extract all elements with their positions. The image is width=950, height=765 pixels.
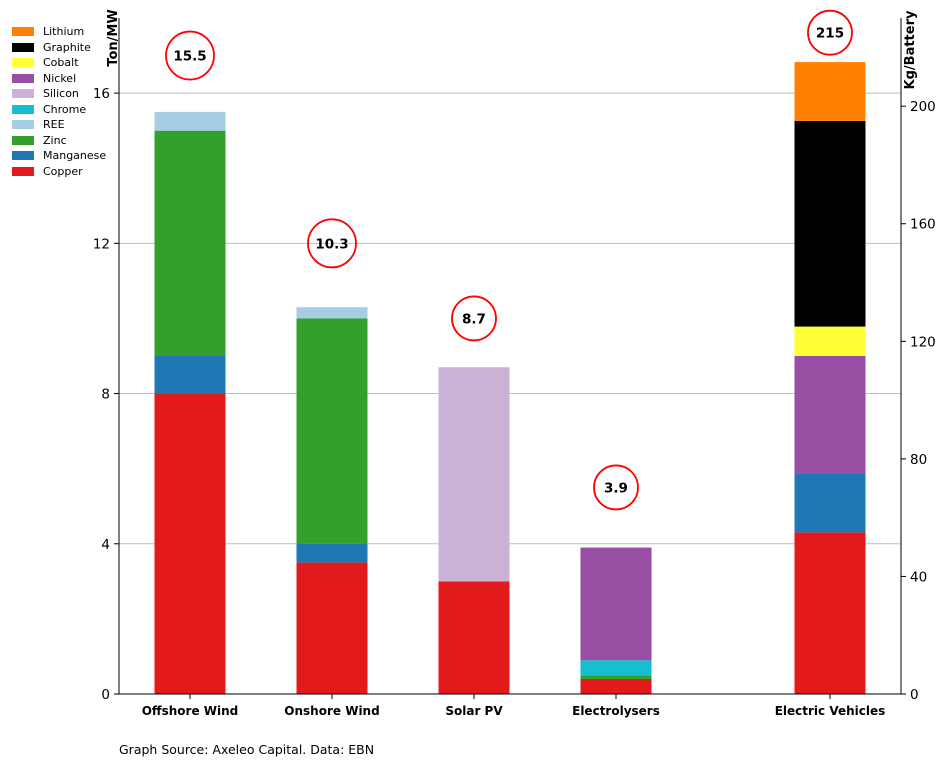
right-tick-label: 200 bbox=[910, 99, 936, 115]
legend-label: Manganese bbox=[43, 149, 107, 163]
bar-segment-manganese bbox=[296, 543, 368, 563]
legend-item: REE bbox=[8, 117, 106, 133]
legend-label: Chrome bbox=[43, 102, 87, 116]
bar-segment-copper bbox=[794, 532, 866, 694]
source-note: Graph Source: Axeleo Capital. Data: EBN bbox=[119, 742, 375, 757]
bar-segment-copper bbox=[580, 678, 652, 694]
legend-label: Graphite bbox=[43, 40, 91, 54]
legend: Lithium Graphite Cobalt Nickel Silicon Chrome… bbox=[8, 24, 106, 179]
total-circle bbox=[307, 218, 357, 269]
x-tick-label: Solar PV bbox=[445, 704, 503, 718]
legend-label: Copper bbox=[43, 164, 83, 178]
bar-segment-zinc bbox=[296, 318, 368, 544]
legend-item: Copper bbox=[8, 164, 106, 180]
total-label: 15.5 bbox=[173, 49, 206, 65]
legend-label: Silicon bbox=[43, 87, 79, 101]
legend-label: Cobalt bbox=[43, 56, 79, 70]
bar-segment-copper bbox=[296, 562, 368, 694]
bar-segment-cobalt bbox=[794, 326, 866, 356]
bar-segment-lithium bbox=[794, 62, 866, 121]
left-tick-label: 8 bbox=[101, 387, 110, 403]
right-tick-label: 160 bbox=[910, 217, 936, 233]
legend-item: Manganese bbox=[8, 148, 106, 164]
legend-swatch bbox=[12, 42, 34, 52]
right-tick-label: 120 bbox=[910, 334, 936, 350]
right-tick-label: 40 bbox=[910, 569, 927, 585]
left-tick-label: 12 bbox=[93, 236, 110, 252]
total-circle bbox=[165, 30, 215, 81]
left-tick-label: 4 bbox=[101, 537, 110, 553]
bar-segment-graphite bbox=[794, 120, 866, 327]
bar-segment-silicon bbox=[438, 367, 510, 582]
total-label: 215 bbox=[816, 26, 844, 42]
total-circle bbox=[807, 9, 853, 56]
bar-segment-zinc bbox=[580, 675, 652, 679]
bar-segment-copper bbox=[154, 393, 226, 694]
x-tick-label: Electric Vehicles bbox=[775, 704, 886, 718]
legend-item: Cobalt bbox=[8, 55, 106, 71]
legend-item: Nickel bbox=[8, 71, 106, 87]
bar-segment-manganese bbox=[794, 473, 866, 533]
x-tick-label: Offshore Wind bbox=[142, 704, 239, 718]
left-axis-label: Ton/MW bbox=[106, 9, 121, 66]
bar-segment-ree bbox=[154, 111, 226, 131]
total-circle bbox=[451, 295, 497, 342]
x-tick-label: Electrolysers bbox=[572, 704, 660, 718]
legend-swatch bbox=[12, 58, 34, 68]
legend-swatch bbox=[12, 104, 34, 114]
bar-segment-manganese bbox=[154, 356, 226, 394]
bar-segment-nickel bbox=[580, 547, 652, 661]
bar-segment-ree bbox=[296, 307, 368, 319]
right-tick-label: 80 bbox=[910, 452, 927, 468]
legend-item: Silicon bbox=[8, 86, 106, 102]
left-tick-label: 16 bbox=[93, 86, 110, 102]
total-circle bbox=[593, 464, 639, 511]
legend-label: REE bbox=[43, 118, 65, 132]
legend-item: Zinc bbox=[8, 133, 106, 149]
legend-swatch bbox=[12, 120, 34, 130]
legend-swatch bbox=[12, 27, 34, 37]
legend-label: Lithium bbox=[43, 25, 85, 39]
bar-segment-zinc bbox=[154, 130, 226, 356]
left-tick-label: 0 bbox=[101, 687, 110, 703]
legend-item: Graphite bbox=[8, 40, 106, 56]
legend-label: Nickel bbox=[43, 71, 77, 85]
legend-label: Zinc bbox=[43, 133, 67, 147]
total-label: 10.3 bbox=[315, 236, 348, 252]
x-tick-label: Onshore Wind bbox=[284, 704, 379, 718]
legend-swatch bbox=[12, 73, 34, 83]
legend-swatch bbox=[12, 151, 34, 161]
legend-item: Lithium bbox=[8, 24, 106, 40]
legend-swatch bbox=[12, 166, 34, 176]
total-label: 3.9 bbox=[604, 480, 628, 496]
right-axis-label: Kg/Battery bbox=[903, 10, 918, 89]
bar-segment-chrome bbox=[580, 660, 652, 676]
bar-segment-nickel bbox=[794, 356, 866, 474]
right-tick-label: 0 bbox=[910, 687, 919, 703]
bar-segment-copper bbox=[438, 581, 510, 694]
legend-item: Chrome bbox=[8, 102, 106, 118]
total-label: 8.7 bbox=[462, 311, 486, 327]
legend-swatch bbox=[12, 89, 34, 99]
legend-swatch bbox=[12, 135, 34, 145]
